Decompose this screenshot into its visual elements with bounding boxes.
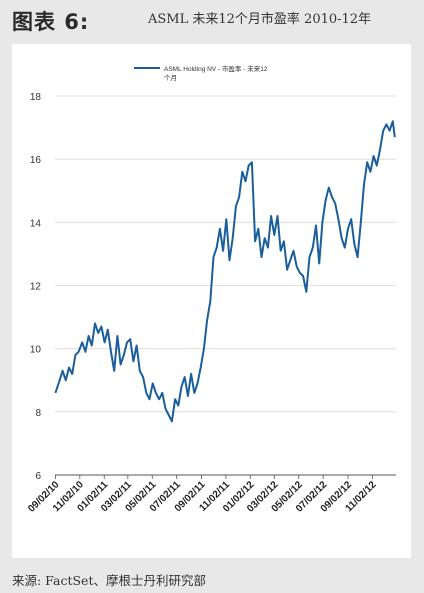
y-tick-label: 18 (30, 92, 42, 103)
series-line (54, 120, 396, 423)
pe-ratio-line-chart: 68101214161809/02/1011/02/1001/02/1103/0… (26, 64, 396, 515)
gridlines (55, 95, 396, 413)
y-tick-label: 8 (35, 408, 41, 419)
source-note: 来源: FactSet、摩根士丹利研究部 (12, 573, 206, 588)
y-tick-label: 16 (30, 155, 42, 166)
legend: ASML Holding NV - 市盈率 - 未来12 个月 (134, 64, 268, 82)
legend-label: ASML Holding NV - 市盈率 - 未来12 个月 (164, 64, 268, 82)
y-tick-label: 6 (35, 471, 41, 482)
y-tick-label: 12 (30, 282, 42, 293)
figure-title: ASML 未来12个月市盈率 2010-12年 (148, 12, 372, 27)
y-tick-label: 10 (30, 345, 42, 356)
series-layer (54, 120, 396, 423)
axes: 68101214161809/02/1011/02/1001/02/1103/0… (26, 92, 396, 515)
chart-panel: 6 8 10 12 14 16 18 09/02/10 11/02/10 01/02/11 03/0… (12, 44, 411, 558)
y-tick-label: 14 (30, 218, 42, 229)
figure-label: 图表 6: (12, 10, 90, 34)
